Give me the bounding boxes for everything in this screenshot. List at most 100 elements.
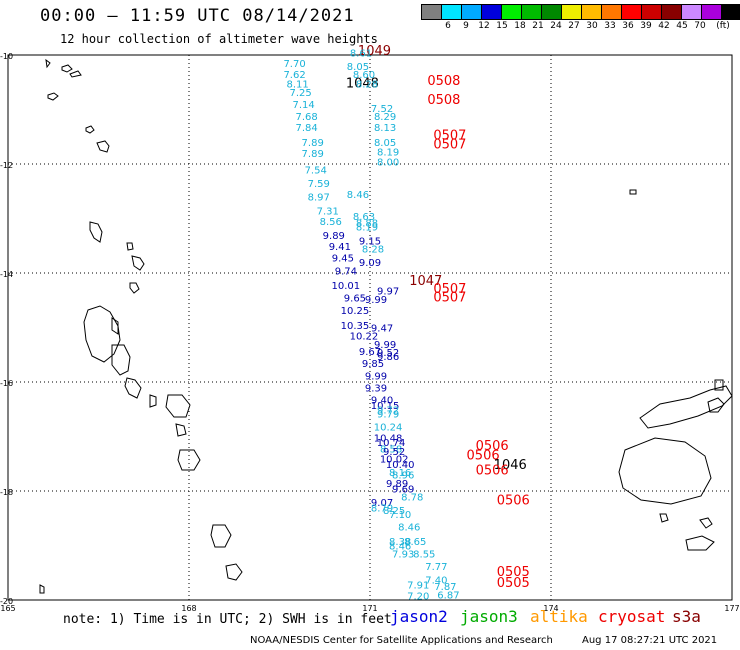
latitude-label: -18 xyxy=(0,488,13,497)
wave-height-label: 8.60 xyxy=(353,70,375,81)
pass-time-label: 0506 xyxy=(476,464,509,479)
island-outline xyxy=(61,64,73,73)
wave-height-label: 9.97 xyxy=(377,286,399,297)
pass-time-label: 0507 xyxy=(433,128,466,143)
wave-height-label: 8.97 xyxy=(308,193,330,204)
wave-height-label: 9.67 xyxy=(359,347,381,358)
legend-label: 70 xyxy=(694,21,706,31)
satellite-label: s3a xyxy=(672,607,701,626)
wave-height-label: 8.46 xyxy=(347,190,369,201)
pass-time-label: 1046 xyxy=(494,458,527,473)
island-tanna xyxy=(210,524,232,548)
pass-time-label: 0508 xyxy=(427,74,460,89)
wave-height-label: 7.62 xyxy=(283,70,305,81)
wave-height-label: 8.79 xyxy=(371,503,393,514)
island-outline xyxy=(149,394,157,408)
credit-line: NOAA/NESDIS Center for Satellite Applica… xyxy=(250,635,553,646)
wave-height-label: 6.87 xyxy=(437,591,459,602)
footnote: note: 1) Time is in UTC; 2) SWH is in fe… xyxy=(63,612,392,627)
wave-height-label: 10.25 xyxy=(341,306,370,317)
wave-height-label: 8.38 xyxy=(389,537,411,548)
wave-height-label: 7.31 xyxy=(317,206,339,217)
color-legend xyxy=(421,4,740,20)
longitude-label: 177 xyxy=(724,604,739,613)
island-erromango xyxy=(177,449,201,471)
island-outline xyxy=(131,255,145,271)
pass-time-label: 1049 xyxy=(358,44,391,59)
pass-time-label: 0507 xyxy=(433,138,466,153)
map-title: 00:00 – 11:59 UTC 08/14/2021 xyxy=(40,6,355,26)
wave-height-label: 9.69 xyxy=(392,484,414,495)
wave-height-values: 8.61 7.70 8.05 7.62 8.60 8.11 8.28 7.257.14 7.52… xyxy=(283,48,459,602)
satellite-label: altika xyxy=(530,607,588,626)
wave-height-label: 10.35 xyxy=(341,321,370,332)
legend-swatch xyxy=(721,4,740,20)
wave-height-label: 8.11 xyxy=(286,79,308,90)
satellite-label: jason3 xyxy=(460,607,518,626)
wave-height-label: 9.45 xyxy=(332,254,354,265)
wave-height-label: 9.89 xyxy=(386,479,408,490)
legend-label: 21 xyxy=(532,21,544,31)
wave-height-label: 8.13 xyxy=(374,123,396,134)
legend-label: 30 xyxy=(586,21,598,31)
wave-height-label: 7.10 xyxy=(389,510,411,521)
wave-height-label: 9.47 xyxy=(371,324,393,335)
wave-height-label: 7.52 xyxy=(371,104,393,115)
wave-height-label: 10.74 xyxy=(377,438,406,449)
pass-time-label: 0506 xyxy=(467,448,500,463)
wave-height-label: 8.58 xyxy=(380,444,402,455)
wave-height-label: 9.40 xyxy=(371,395,393,406)
wave-height-label: 7.70 xyxy=(283,59,305,70)
longitude-label: 171 xyxy=(362,604,377,613)
wave-height-label: 8.05 xyxy=(347,62,369,73)
wave-height-label: 9.86 xyxy=(377,352,399,363)
island-vanua-levu xyxy=(639,385,733,429)
wave-height-label: 7.93 xyxy=(392,550,414,561)
island-efate xyxy=(165,394,191,418)
island-aneityum xyxy=(225,563,243,581)
wave-height-label: 8.88 xyxy=(356,218,378,229)
legend-label: 33 xyxy=(604,21,616,31)
pass-time-label: 0506 xyxy=(497,494,530,509)
wave-height-label: 8.65 xyxy=(404,537,426,548)
latitude-label: -20 xyxy=(0,597,13,606)
wave-height-label: 9.74 xyxy=(335,266,357,277)
wave-height-label: 7.59 xyxy=(308,179,330,190)
wave-height-label: 8.19 xyxy=(356,223,378,234)
island-taveuni xyxy=(707,397,725,413)
wave-height-label: 9.65 xyxy=(344,294,366,305)
wave-height-label: 9.99 xyxy=(365,295,387,306)
satellite-label: jason2 xyxy=(390,607,448,626)
map-subtitle: 12 hour collection of altimeter wave hei… xyxy=(60,32,378,46)
legend-unit: (ft) xyxy=(716,21,730,31)
pass-time-label: 1047 xyxy=(409,274,442,289)
wave-height-label: 8.78 xyxy=(401,492,423,503)
island-outline xyxy=(129,282,140,294)
color-legend-labels: 6 9 12 15 18 21 24 27 30 33 36 39 42 45 70 (ft) xyxy=(421,21,740,33)
wave-height-label: 7.14 xyxy=(293,100,315,111)
island-outline xyxy=(69,70,82,78)
wave-height-label: 9.72 xyxy=(377,405,399,416)
wave-height-label: 8.96 xyxy=(392,471,414,482)
pass-time-label: 0506 xyxy=(476,439,509,454)
wave-height-label: 7.68 xyxy=(296,112,318,123)
wave-height-label: 7.20 xyxy=(407,592,429,603)
legend-label: 42 xyxy=(658,21,670,31)
pass-time-label: 0508 xyxy=(427,93,460,108)
wave-height-label: 7.89 xyxy=(302,149,324,160)
wave-height-label: 10.24 xyxy=(374,423,403,434)
island-outline xyxy=(126,242,134,251)
island-outline xyxy=(45,58,51,69)
wave-height-label: 9.52 xyxy=(383,447,405,458)
wave-height-label: 8.16 xyxy=(389,468,411,479)
island-outline xyxy=(659,513,669,523)
wave-height-label: 10.40 xyxy=(386,460,415,471)
wave-height-label: 9.15 xyxy=(359,236,381,247)
legend-label: 45 xyxy=(676,21,688,31)
latitude-label: -16 xyxy=(0,379,13,388)
wave-height-label: 7.84 xyxy=(296,123,318,134)
wave-height-label: 7.40 xyxy=(425,575,447,586)
wave-height-label: 9.52 xyxy=(377,348,399,359)
